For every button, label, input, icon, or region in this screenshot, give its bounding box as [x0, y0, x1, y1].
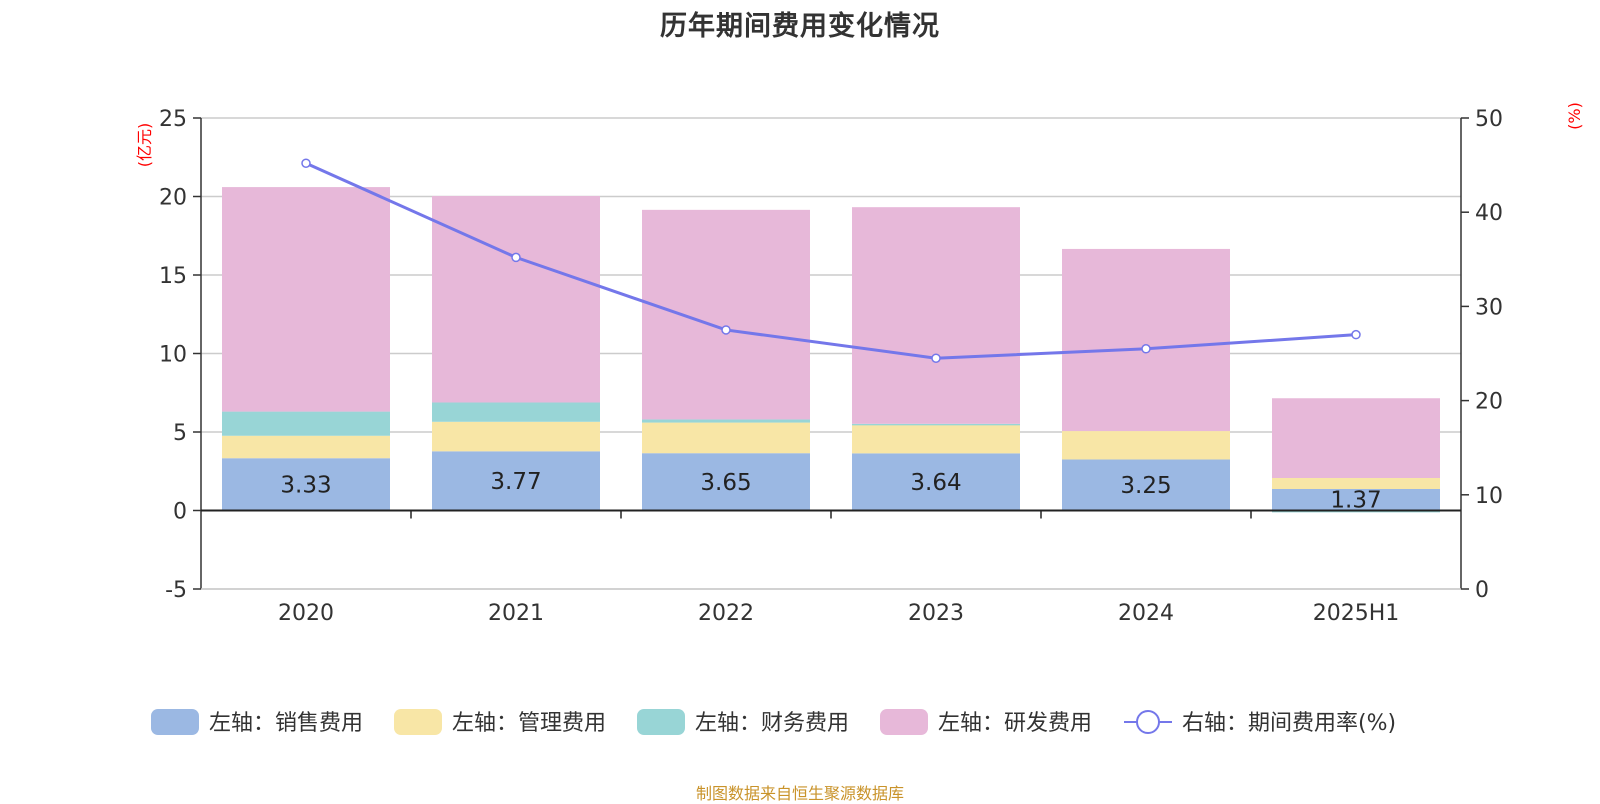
legend: 左轴：销售费用 左轴：管理费用 左轴：财务费用 左轴：研发费用 右轴：期间费用率(%) — [151, 709, 1396, 736]
right-tick-label: 10 — [1475, 484, 1503, 509]
bar-segment — [642, 422, 810, 454]
legend-label: 左轴：财务费用 — [695, 711, 849, 736]
bar-segment — [432, 421, 600, 452]
bar-segment — [222, 435, 390, 459]
legend-label: 左轴：管理费用 — [452, 711, 606, 736]
category-label: 2023 — [908, 601, 964, 626]
rate-point — [301, 158, 311, 168]
bar-segment — [1062, 459, 1230, 511]
category-label: 2024 — [1118, 601, 1174, 626]
line-series — [301, 158, 1361, 363]
legend-swatch — [151, 709, 199, 735]
left-tick-label: 15 — [159, 264, 187, 289]
rate-point — [1141, 344, 1151, 354]
right-axis-unit: (%) — [1565, 102, 1584, 130]
legend-swatch — [880, 709, 928, 735]
right-tick-label: 30 — [1475, 295, 1503, 320]
bar-segment — [222, 411, 390, 436]
bar-segment — [222, 187, 390, 412]
bar-segment — [642, 419, 810, 423]
axes: -5 0 5 10 15 20 25 0 10 20 30 40 50 2020 2021 2022 2023 2… — [159, 107, 1503, 626]
bar-segment — [432, 402, 600, 422]
rate-point — [931, 353, 941, 363]
category-label: 2022 — [698, 601, 754, 626]
left-tick-label: 10 — [159, 343, 187, 368]
legend-label: 左轴：销售费用 — [209, 711, 363, 736]
category-label: 2025H1 — [1313, 601, 1400, 626]
rate-line — [305, 161, 1357, 360]
bar-segment — [852, 423, 1020, 454]
bar-segment — [852, 207, 1020, 424]
bar-series — [222, 187, 1440, 513]
data-label: 3.64 — [910, 470, 961, 496]
bar-segment — [222, 458, 390, 511]
bar-segment — [642, 453, 810, 511]
left-axis-unit: (亿元) — [135, 123, 154, 168]
bar-segment — [1272, 478, 1440, 489]
bar-segment — [642, 209, 810, 420]
right-tick-label: 0 — [1475, 578, 1489, 603]
right-tick-label: 40 — [1475, 201, 1503, 226]
left-tick-label: 25 — [159, 107, 187, 132]
bar-segment — [852, 453, 1020, 511]
bar-segment — [432, 196, 600, 403]
data-label: 3.77 — [490, 469, 541, 495]
legend-swatch — [394, 709, 442, 735]
bar-segment — [1062, 248, 1230, 432]
legend-swatch — [637, 709, 685, 735]
left-tick-label: 20 — [159, 186, 187, 211]
left-tick-label: -5 — [165, 578, 187, 603]
bar-segment — [1062, 431, 1230, 460]
legend-label: 左轴：研发费用 — [938, 711, 1092, 736]
data-label: 3.65 — [700, 470, 751, 496]
legend-label: 右轴：期间费用率(%) — [1182, 711, 1396, 736]
left-tick-label: 5 — [173, 421, 187, 446]
rate-point — [1351, 329, 1361, 340]
left-tick-label: 0 — [173, 500, 187, 525]
category-label: 2021 — [488, 601, 544, 626]
bar-segment — [1272, 398, 1440, 479]
data-labels: 3.33 3.77 3.65 3.64 3.25 1.37 — [280, 469, 1381, 514]
right-tick-label: 20 — [1475, 390, 1503, 415]
data-label: 3.33 — [280, 472, 331, 498]
source-note: 制图数据来自恒生聚源数据库 — [695, 784, 904, 803]
rate-point — [721, 325, 731, 335]
chart-title: 历年期间费用变化情况 — [660, 11, 940, 42]
rate-point — [511, 252, 521, 263]
legend-marker-icon — [1136, 710, 1160, 734]
right-tick-label: 50 — [1475, 107, 1503, 132]
data-label: 3.25 — [1120, 473, 1171, 499]
bar-segment — [852, 423, 1020, 426]
category-label: 2020 — [278, 601, 334, 626]
bar-segment — [1272, 488, 1440, 511]
bar-segment — [432, 451, 600, 511]
data-label: 1.37 — [1330, 488, 1381, 514]
